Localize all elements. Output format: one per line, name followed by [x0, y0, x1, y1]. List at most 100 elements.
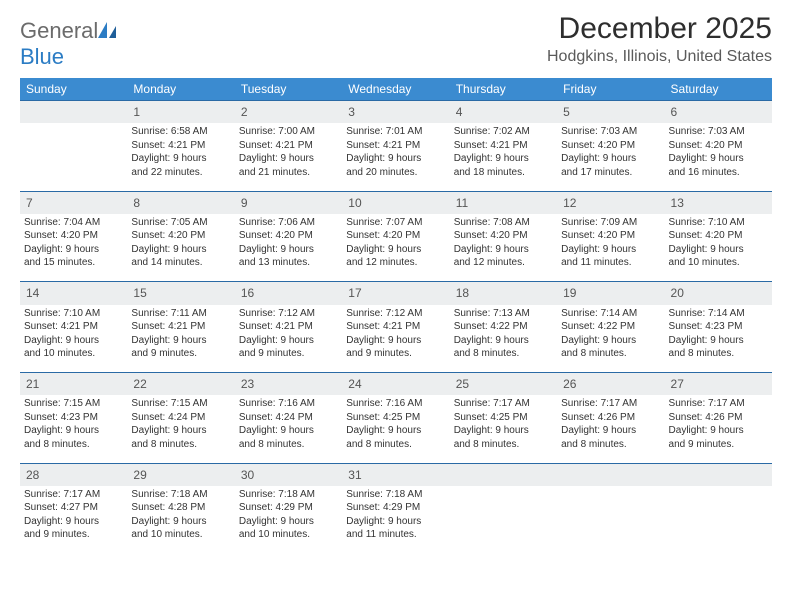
day-detail-cell — [450, 486, 557, 548]
day-number-cell: 14 — [20, 282, 127, 305]
sunrise-line: Sunrise: 6:58 AM — [131, 125, 230, 139]
day-number-cell — [665, 463, 772, 486]
sunrise-line: Sunrise: 7:05 AM — [131, 216, 230, 230]
day-number-cell: 31 — [342, 463, 449, 486]
day-detail-cell: Sunrise: 7:03 AMSunset: 4:20 PMDaylight:… — [557, 123, 664, 185]
week-daynum-row: 21222324252627 — [20, 373, 772, 396]
sunset-line: Sunset: 4:24 PM — [239, 411, 338, 425]
day-number-cell: 16 — [235, 282, 342, 305]
day-detail-cell: Sunrise: 7:09 AMSunset: 4:20 PMDaylight:… — [557, 214, 664, 276]
day-number-cell: 29 — [127, 463, 234, 486]
day-detail-cell — [557, 486, 664, 548]
day-number-cell: 18 — [450, 282, 557, 305]
daylight-line-2: and 10 minutes. — [669, 256, 768, 270]
day-detail-cell: Sunrise: 7:15 AMSunset: 4:23 PMDaylight:… — [20, 395, 127, 457]
day-detail-cell: Sunrise: 7:14 AMSunset: 4:22 PMDaylight:… — [557, 305, 664, 367]
week-daynum-row: 123456 — [20, 101, 772, 124]
day-number-cell: 5 — [557, 101, 664, 124]
day-detail-cell: Sunrise: 7:13 AMSunset: 4:22 PMDaylight:… — [450, 305, 557, 367]
day-detail-cell: Sunrise: 7:17 AMSunset: 4:25 PMDaylight:… — [450, 395, 557, 457]
day-detail-cell: Sunrise: 7:12 AMSunset: 4:21 PMDaylight:… — [235, 305, 342, 367]
daylight-line-1: Daylight: 9 hours — [669, 424, 768, 438]
sunset-line: Sunset: 4:29 PM — [239, 501, 338, 515]
daylight-line-1: Daylight: 9 hours — [454, 243, 553, 257]
day-number-cell: 12 — [557, 191, 664, 214]
day-number-cell: 23 — [235, 373, 342, 396]
day-number-cell: 3 — [342, 101, 449, 124]
header: GeneralBlue December 2025 Hodgkins, Illi… — [20, 12, 772, 70]
day-detail-cell: Sunrise: 6:58 AMSunset: 4:21 PMDaylight:… — [127, 123, 234, 185]
daylight-line-2: and 12 minutes. — [346, 256, 445, 270]
sunrise-line: Sunrise: 7:11 AM — [131, 307, 230, 321]
sunrise-line: Sunrise: 7:16 AM — [346, 397, 445, 411]
sunset-line: Sunset: 4:20 PM — [561, 229, 660, 243]
sunrise-line: Sunrise: 7:03 AM — [669, 125, 768, 139]
daylight-line-2: and 10 minutes. — [239, 528, 338, 542]
daylight-line-1: Daylight: 9 hours — [346, 243, 445, 257]
daylight-line-1: Daylight: 9 hours — [346, 334, 445, 348]
daylight-line-1: Daylight: 9 hours — [669, 334, 768, 348]
day-number-cell: 4 — [450, 101, 557, 124]
daylight-line-2: and 8 minutes. — [24, 438, 123, 452]
daylight-line-1: Daylight: 9 hours — [561, 243, 660, 257]
week-detail-row: Sunrise: 6:58 AM Sunset: 4:21 PM Daylight:… — [20, 123, 772, 185]
day-header: Tuesday — [235, 78, 342, 101]
day-number-cell: 2 — [235, 101, 342, 124]
sunset-line: Sunset: 4:20 PM — [669, 229, 768, 243]
sunrise-line: Sunrise: 7:14 AM — [669, 307, 768, 321]
daylight-line-1: Daylight: 9 hours — [669, 152, 768, 166]
daylight-line-2: and 9 minutes. — [346, 347, 445, 361]
daylight-line-2: and 22 minutes. — [131, 166, 230, 180]
week-daynum-row: 28293031 — [20, 463, 772, 486]
day-detail-cell: Sunrise: 7:17 AMSunset: 4:27 PMDaylight:… — [20, 486, 127, 548]
title-block: December 2025 Hodgkins, Illinois, United… — [547, 12, 772, 66]
calendar-page: GeneralBlue December 2025 Hodgkins, Illi… — [0, 0, 792, 560]
daylight-line-2: and 8 minutes. — [131, 438, 230, 452]
daylight-line-2: and 12 minutes. — [454, 256, 553, 270]
sunset-line: Sunset: 4:22 PM — [561, 320, 660, 334]
day-number-cell: 28 — [20, 463, 127, 486]
sunrise-line: Sunrise: 7:10 AM — [24, 307, 123, 321]
logo-sail-icon — [98, 22, 118, 38]
day-number-cell — [557, 463, 664, 486]
daylight-line-1: Daylight: 9 hours — [561, 152, 660, 166]
logo-text: GeneralBlue — [20, 18, 118, 70]
daylight-line-1: Daylight: 9 hours — [239, 424, 338, 438]
daylight-line-2: and 10 minutes. — [24, 347, 123, 361]
sunset-line: Sunset: 4:25 PM — [454, 411, 553, 425]
day-number-cell: 27 — [665, 373, 772, 396]
day-header: Friday — [557, 78, 664, 101]
day-detail-cell: Sunrise: 7:02 AMSunset: 4:21 PMDaylight:… — [450, 123, 557, 185]
logo-word-2: Blue — [20, 44, 64, 69]
day-number-cell: 15 — [127, 282, 234, 305]
daylight-line-1: Daylight: 9 hours — [454, 334, 553, 348]
week-daynum-row: 78910111213 — [20, 191, 772, 214]
daylight-line-1: Daylight: 9 hours — [24, 515, 123, 529]
sunrise-line: Sunrise: 7:14 AM — [561, 307, 660, 321]
daylight-line-2: and 21 minutes. — [239, 166, 338, 180]
daylight-line-1: Daylight: 9 hours — [131, 243, 230, 257]
day-detail-cell: Sunrise: 7:06 AMSunset: 4:20 PMDaylight:… — [235, 214, 342, 276]
sunrise-line: Sunrise: 7:18 AM — [346, 488, 445, 502]
sunset-line: Sunset: 4:22 PM — [454, 320, 553, 334]
daylight-line-2: and 16 minutes. — [669, 166, 768, 180]
day-number-cell: 19 — [557, 282, 664, 305]
day-detail-cell: Sunrise: 7:10 AMSunset: 4:20 PMDaylight:… — [665, 214, 772, 276]
day-detail-cell: Sunrise: 7:11 AMSunset: 4:21 PMDaylight:… — [127, 305, 234, 367]
day-number-cell: 7 — [20, 191, 127, 214]
sunrise-line: Sunrise: 7:03 AM — [561, 125, 660, 139]
daylight-line-1: Daylight: 9 hours — [561, 424, 660, 438]
sunrise-line: Sunrise: 7:13 AM — [454, 307, 553, 321]
sunrise-line: Sunrise: 7:07 AM — [346, 216, 445, 230]
day-detail-cell — [20, 123, 127, 185]
day-detail-cell: Sunrise: 7:17 AMSunset: 4:26 PMDaylight:… — [665, 395, 772, 457]
sunset-line: Sunset: 4:21 PM — [239, 139, 338, 153]
day-number-cell: 11 — [450, 191, 557, 214]
daylight-line-2: and 18 minutes. — [454, 166, 553, 180]
day-header: Saturday — [665, 78, 772, 101]
daylight-line-2: and 11 minutes. — [346, 528, 445, 542]
daylight-line-2: and 8 minutes. — [454, 347, 553, 361]
daylight-line-1: Daylight: 9 hours — [239, 334, 338, 348]
day-detail-cell: Sunrise: 7:18 AMSunset: 4:28 PMDaylight:… — [127, 486, 234, 548]
sunrise-line: Sunrise: 7:17 AM — [24, 488, 123, 502]
